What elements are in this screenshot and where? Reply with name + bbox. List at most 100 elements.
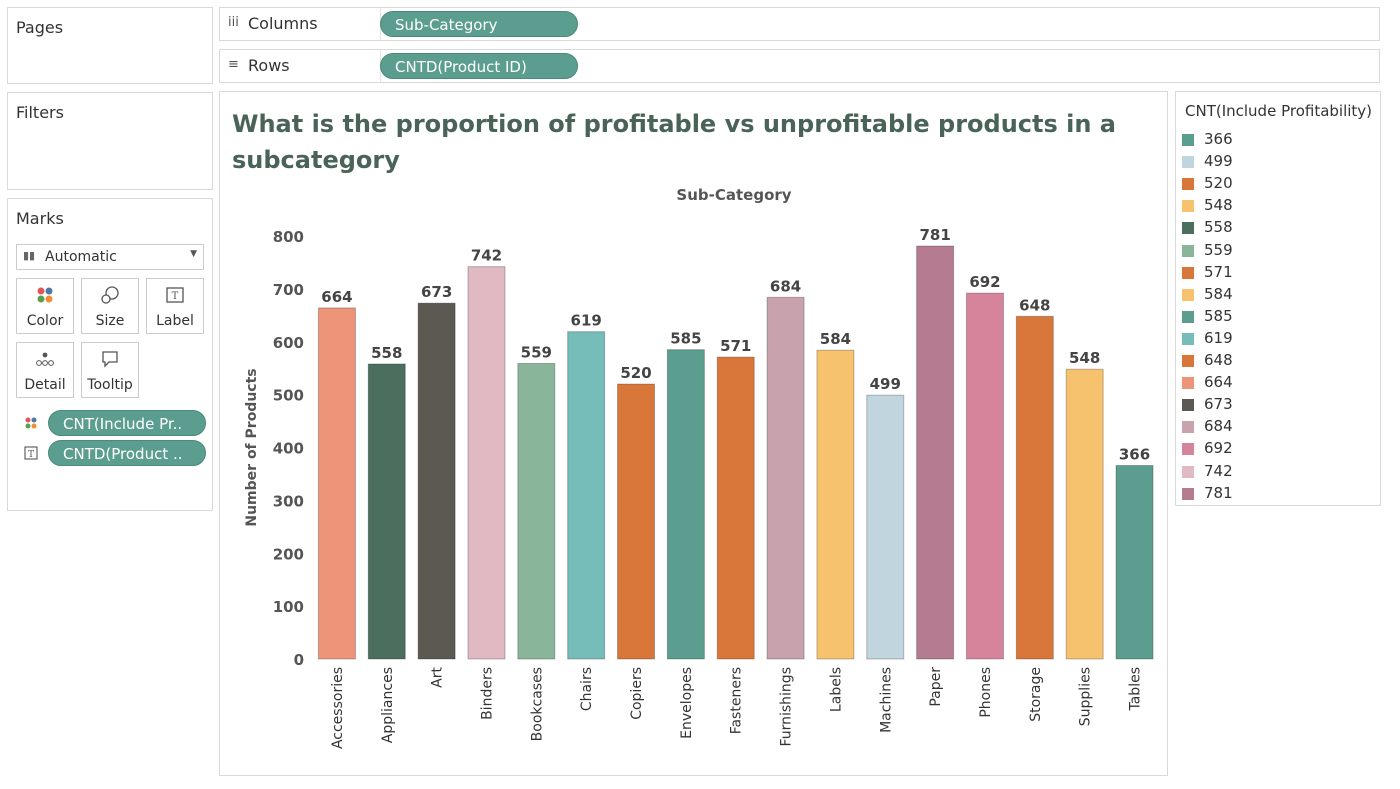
color-field-pill[interactable]: CNT(Include Pr.. bbox=[48, 410, 206, 436]
x-tick-label: Bookcases bbox=[529, 667, 545, 741]
data-label: 558 bbox=[371, 344, 402, 362]
pages-panel: Pages bbox=[7, 7, 213, 84]
columns-icon: iii bbox=[228, 15, 239, 30]
data-label: 648 bbox=[1019, 296, 1050, 314]
data-label: 366 bbox=[1119, 445, 1150, 463]
x-tick-label: Machines bbox=[878, 667, 894, 733]
bar-appliances bbox=[367, 363, 406, 660]
tooltip-button[interactable]: Tooltip bbox=[81, 342, 139, 398]
legend-label: 559 bbox=[1204, 240, 1233, 259]
marks-panel: Marks ▮▮ Automatic ▼ Color Size T Label … bbox=[7, 198, 213, 511]
bar-storage bbox=[1015, 315, 1054, 660]
mark-type-dropdown[interactable]: ▮▮ Automatic ▼ bbox=[16, 244, 204, 270]
y-tick-label: 0 bbox=[294, 651, 304, 669]
legend-label: 571 bbox=[1204, 262, 1233, 281]
legend-swatch bbox=[1182, 222, 1194, 235]
bar-supplies bbox=[1065, 368, 1104, 660]
data-label: 548 bbox=[1069, 349, 1100, 367]
legend-label: 742 bbox=[1204, 461, 1233, 480]
data-label: 619 bbox=[571, 312, 602, 330]
bar-envelopes bbox=[666, 349, 705, 660]
legend-label: 499 bbox=[1204, 152, 1233, 171]
rows-pill-cntd-product-id[interactable]: CNTD(Product ID) bbox=[380, 53, 578, 79]
legend-swatch bbox=[1182, 443, 1194, 456]
legend-swatch bbox=[1182, 266, 1194, 279]
label-field-pill[interactable]: CNTD(Product .. bbox=[48, 440, 206, 466]
legend-label: 664 bbox=[1204, 373, 1233, 392]
y-axis-label: Number of Products bbox=[244, 368, 260, 526]
data-label: 692 bbox=[969, 273, 1000, 291]
bar-chart-icon: ▮▮ bbox=[23, 249, 36, 262]
legend-swatch bbox=[1182, 355, 1194, 367]
x-tick-label: Furnishings bbox=[779, 667, 795, 747]
bar-paper bbox=[916, 245, 955, 660]
legend-label: 692 bbox=[1204, 439, 1233, 458]
data-label: 584 bbox=[820, 330, 851, 348]
chart-title: What is the proportion of profitable vs … bbox=[232, 110, 1116, 174]
legend-swatch bbox=[1182, 465, 1194, 478]
color-button[interactable]: Color bbox=[16, 278, 74, 334]
legend-title: CNT(Include Profitability) bbox=[1185, 102, 1373, 120]
label-button[interactable]: T Label bbox=[146, 278, 204, 334]
filters-panel[interactable]: Filters bbox=[7, 92, 213, 190]
legend-swatch bbox=[1182, 156, 1194, 169]
legend-label: 684 bbox=[1204, 417, 1233, 436]
pages-title: Pages bbox=[16, 18, 64, 37]
bar-labels bbox=[816, 349, 855, 660]
bar-binders bbox=[467, 266, 506, 660]
legend-label: 648 bbox=[1204, 351, 1233, 369]
color-dots-icon bbox=[24, 415, 38, 429]
data-label: 559 bbox=[521, 343, 552, 361]
columns-shelf-label: iii Columns bbox=[220, 8, 381, 40]
legend-label: 584 bbox=[1204, 284, 1233, 303]
data-label: 664 bbox=[321, 288, 352, 306]
columns-pill-sub-category[interactable]: Sub-Category bbox=[380, 11, 578, 37]
columns-shelf[interactable]: iii Columns Sub-Category bbox=[219, 7, 1380, 41]
bar-chart: Sub-Category Number of Products 0 100 200 300… bbox=[244, 186, 1154, 749]
label-label: Label bbox=[156, 313, 194, 329]
color-field-row: CNT(Include Pr.. bbox=[16, 410, 206, 436]
bar-bookcases bbox=[517, 362, 556, 660]
y-tick-label: 200 bbox=[273, 545, 304, 563]
tooltip-label: Tooltip bbox=[87, 377, 133, 393]
bar-chairs bbox=[567, 331, 606, 660]
legend-swatch bbox=[1182, 244, 1194, 257]
size-button[interactable]: Size bbox=[81, 278, 139, 334]
x-tick-label: Copiers bbox=[629, 667, 645, 720]
rows-shelf-label: ≡ Rows bbox=[220, 50, 381, 82]
legend-swatch bbox=[1182, 487, 1194, 500]
x-tick-label: Envelopes bbox=[679, 667, 695, 739]
y-tick-label: 500 bbox=[273, 387, 304, 405]
x-tick-label: Art bbox=[430, 666, 446, 687]
detail-icon bbox=[17, 349, 73, 369]
x-tick-label: Tables bbox=[1128, 667, 1144, 712]
column-header: Sub-Category bbox=[676, 186, 791, 204]
label-icon: T bbox=[147, 285, 203, 305]
x-tick-label: Chairs bbox=[579, 667, 595, 711]
bar-art bbox=[417, 302, 456, 660]
bar-accessories bbox=[317, 307, 356, 660]
legend-label: 673 bbox=[1204, 395, 1233, 414]
rows-shelf[interactable]: ≡ Rows CNTD(Product ID) bbox=[219, 49, 1380, 83]
label-field-row: T CNTD(Product .. bbox=[16, 440, 206, 466]
bar-machines bbox=[866, 394, 905, 660]
rows-text: Rows bbox=[248, 56, 290, 75]
legend-swatch bbox=[1182, 332, 1194, 345]
svg-text:T: T bbox=[172, 291, 179, 302]
detail-button[interactable]: Detail bbox=[16, 342, 74, 398]
data-label: 781 bbox=[919, 226, 950, 244]
data-label: 499 bbox=[870, 375, 901, 393]
x-tick-label: Supplies bbox=[1078, 667, 1094, 726]
x-tick-label: Phones bbox=[978, 667, 994, 718]
legend-label: 366 bbox=[1204, 130, 1233, 148]
y-tick-label: 700 bbox=[273, 281, 304, 299]
y-tick-label: 100 bbox=[273, 598, 304, 616]
marks-title: Marks bbox=[16, 209, 64, 228]
legend-label: 548 bbox=[1204, 196, 1233, 215]
legend-swatch bbox=[1182, 399, 1194, 412]
x-tick-label: Storage bbox=[1028, 667, 1044, 722]
x-tick-label: Appliances bbox=[380, 667, 396, 743]
data-label: 684 bbox=[770, 277, 801, 295]
mark-type-value: Automatic bbox=[45, 249, 117, 265]
legend-swatch bbox=[1182, 310, 1194, 323]
